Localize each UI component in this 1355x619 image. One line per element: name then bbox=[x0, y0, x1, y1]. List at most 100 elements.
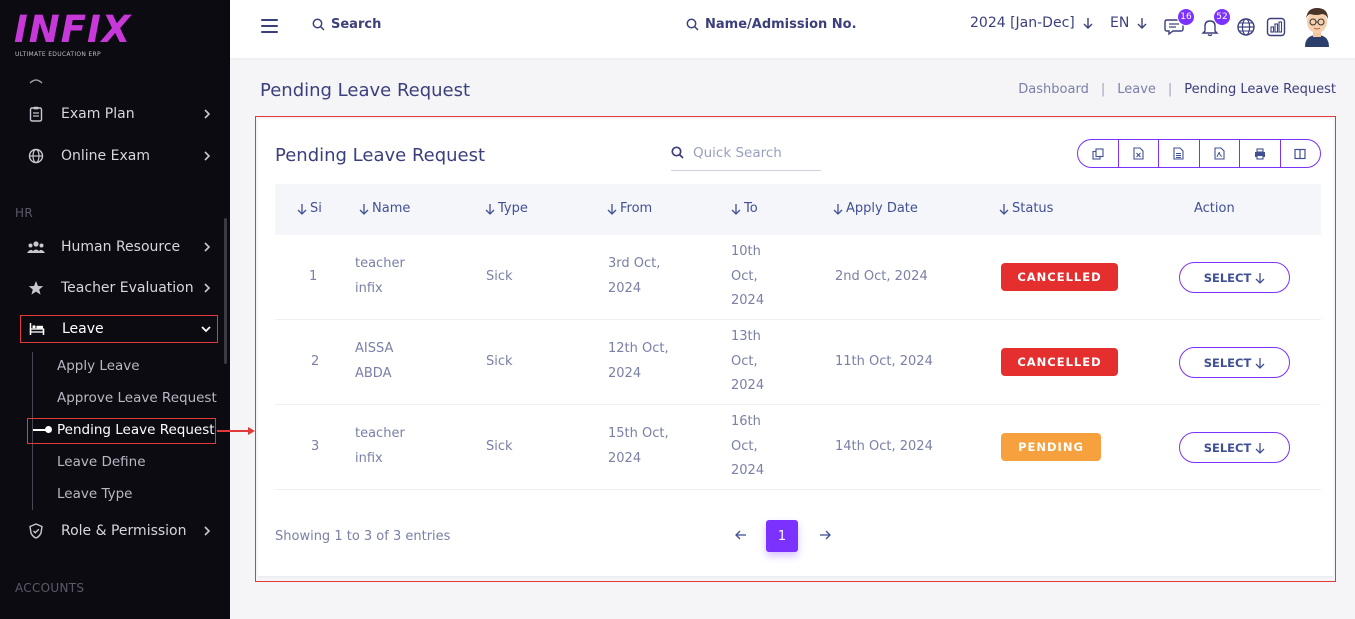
search-icon bbox=[312, 18, 325, 31]
partial-icon bbox=[28, 70, 44, 84]
pagination-prev-icon[interactable] bbox=[734, 527, 748, 541]
cell-from: 3rd Oct, 2024 bbox=[608, 252, 660, 301]
chevron-right-icon bbox=[200, 107, 214, 121]
status-badge: CANCELLED bbox=[1001, 263, 1118, 291]
print-icon bbox=[1254, 147, 1265, 160]
name-first: AISSA bbox=[355, 341, 394, 356]
to-line-2: Oct, bbox=[731, 438, 758, 454]
star-icon bbox=[26, 278, 46, 298]
clipboard-icon bbox=[26, 104, 46, 124]
arrow-down-icon bbox=[1255, 357, 1265, 369]
search-label: Search bbox=[331, 17, 382, 32]
cell-si: 1 bbox=[309, 269, 318, 284]
sidebar-item-label: Human Resource bbox=[61, 239, 181, 255]
year-label: 2024 [Jan-Dec] bbox=[970, 15, 1075, 31]
name-first: teacher bbox=[355, 426, 405, 441]
submenu-approve-leave-request[interactable]: Approve Leave Request bbox=[57, 390, 217, 406]
table-row: 3 teacher infix Sick 15th Oct, 2024 16th Oc… bbox=[275, 405, 1321, 490]
breadcrumb-dashboard[interactable]: Dashboard bbox=[1018, 82, 1089, 97]
sidebar-item-label: Exam Plan bbox=[61, 106, 135, 122]
section-accounts: ACCOUNTS bbox=[15, 581, 85, 595]
quick-search[interactable] bbox=[671, 135, 821, 171]
pagination-next-icon[interactable] bbox=[818, 527, 832, 541]
select-action-button[interactable]: SELECT bbox=[1179, 347, 1290, 378]
cell-si: 2 bbox=[311, 354, 320, 369]
quick-search-input[interactable] bbox=[693, 144, 813, 161]
sort-arrow-icon bbox=[731, 203, 741, 215]
chat-badge: 16 bbox=[1177, 8, 1195, 26]
partial-wallet-icon bbox=[28, 612, 44, 619]
submenu-label: Pending Leave Request bbox=[57, 422, 215, 438]
student-search-input[interactable]: Name/Admission No. bbox=[686, 17, 857, 32]
export-button-group bbox=[1077, 139, 1321, 168]
sidebar-scrollbar[interactable] bbox=[224, 218, 227, 364]
to-line-3: 2024 bbox=[731, 293, 765, 308]
from-line-1: 12th Oct, bbox=[608, 341, 669, 356]
search-button[interactable]: Search bbox=[312, 17, 381, 32]
csv-button[interactable] bbox=[1159, 140, 1200, 167]
sidebar-item-human-resource[interactable]: Human Resource bbox=[20, 233, 218, 261]
column-header-name[interactable]: Name bbox=[359, 201, 410, 216]
active-indicator-dot bbox=[45, 426, 52, 433]
column-header-apply-date[interactable]: Apply Date bbox=[833, 201, 918, 216]
column-header-label: Action bbox=[1194, 201, 1235, 216]
breadcrumb-leave[interactable]: Leave bbox=[1117, 82, 1156, 97]
sort-arrow-icon bbox=[297, 203, 307, 215]
column-header-type[interactable]: Type bbox=[485, 201, 528, 216]
from-line-2: 2024 bbox=[608, 280, 642, 296]
pdf-button[interactable] bbox=[1200, 140, 1240, 167]
academic-year-select[interactable]: 2024 [Jan-Dec] bbox=[970, 15, 1093, 31]
sidebar-item-leave[interactable]: Leave bbox=[20, 315, 218, 343]
student-search-label: Name/Admission No. bbox=[705, 17, 857, 32]
copy-button[interactable] bbox=[1078, 140, 1119, 167]
column-header-status[interactable]: Status bbox=[999, 201, 1053, 216]
bell-icon[interactable]: 52 bbox=[1200, 8, 1231, 39]
select-label: SELECT bbox=[1203, 270, 1252, 285]
columns-button[interactable] bbox=[1281, 140, 1321, 167]
select-action-button[interactable]: SELECT bbox=[1179, 262, 1290, 293]
sidebar-item-teacher-evaluation[interactable]: Teacher Evaluation bbox=[20, 274, 218, 302]
arrow-down-icon bbox=[1255, 272, 1265, 284]
print-button[interactable] bbox=[1240, 140, 1281, 167]
submenu-pending-leave-request[interactable]: Pending Leave Request bbox=[27, 418, 216, 444]
sidebar-item-exam-plan[interactable]: Exam Plan bbox=[20, 100, 218, 128]
avatar[interactable] bbox=[1302, 5, 1332, 47]
column-header-label: Si bbox=[310, 201, 322, 216]
column-header-label: From bbox=[620, 201, 653, 216]
logo[interactable]: INFIX ULTIMATE EDUCATION ERP bbox=[14, 10, 164, 62]
analytics-icon[interactable] bbox=[1266, 17, 1288, 39]
sort-arrow-icon bbox=[485, 203, 495, 215]
column-header-to[interactable]: To bbox=[731, 201, 758, 216]
submenu-leave-type[interactable]: Leave Type bbox=[57, 486, 133, 502]
column-header-si[interactable]: Si bbox=[297, 201, 322, 216]
cell-type: Sick bbox=[486, 269, 513, 284]
excel-button[interactable] bbox=[1119, 140, 1159, 167]
pagination-page-button[interactable]: 1 bbox=[766, 520, 798, 552]
column-header-action: Action bbox=[1194, 201, 1235, 216]
arrow-down-icon bbox=[1083, 18, 1093, 29]
breadcrumb-separator: | bbox=[1100, 82, 1106, 97]
column-header-label: Name bbox=[372, 201, 411, 216]
to-line-1: 16th bbox=[731, 414, 761, 429]
sidebar-item-online-exam[interactable]: Online Exam bbox=[20, 142, 218, 170]
language-select[interactable]: EN bbox=[1110, 15, 1147, 31]
status-badge: CANCELLED bbox=[1001, 348, 1118, 376]
website-globe-icon[interactable] bbox=[1236, 17, 1258, 39]
breadcrumb: Dashboard | Leave | Pending Leave Reques… bbox=[1018, 82, 1336, 97]
sidebar-item-label: Teacher Evaluation bbox=[61, 280, 194, 296]
column-header-label: To bbox=[744, 201, 758, 216]
submenu-leave-define[interactable]: Leave Define bbox=[57, 454, 146, 470]
from-line-1: 15th Oct, bbox=[608, 426, 669, 441]
menu-toggle-icon[interactable] bbox=[261, 19, 278, 33]
name-last: infix bbox=[355, 280, 383, 296]
column-header-from[interactable]: From bbox=[607, 201, 652, 216]
table-row: 1 teacher infix Sick 3rd Oct, 2024 10th Oct… bbox=[275, 235, 1321, 320]
shield-icon bbox=[26, 521, 46, 541]
chevron-down-icon bbox=[199, 322, 213, 336]
submenu-apply-leave[interactable]: Apply Leave bbox=[57, 358, 140, 374]
select-action-button[interactable]: SELECT bbox=[1179, 432, 1290, 463]
cell-type: Sick bbox=[486, 354, 513, 369]
chat-icon[interactable]: 16 bbox=[1164, 8, 1195, 39]
sidebar-item-role-permission[interactable]: Role & Permission bbox=[20, 517, 218, 545]
sort-arrow-icon bbox=[833, 203, 843, 215]
